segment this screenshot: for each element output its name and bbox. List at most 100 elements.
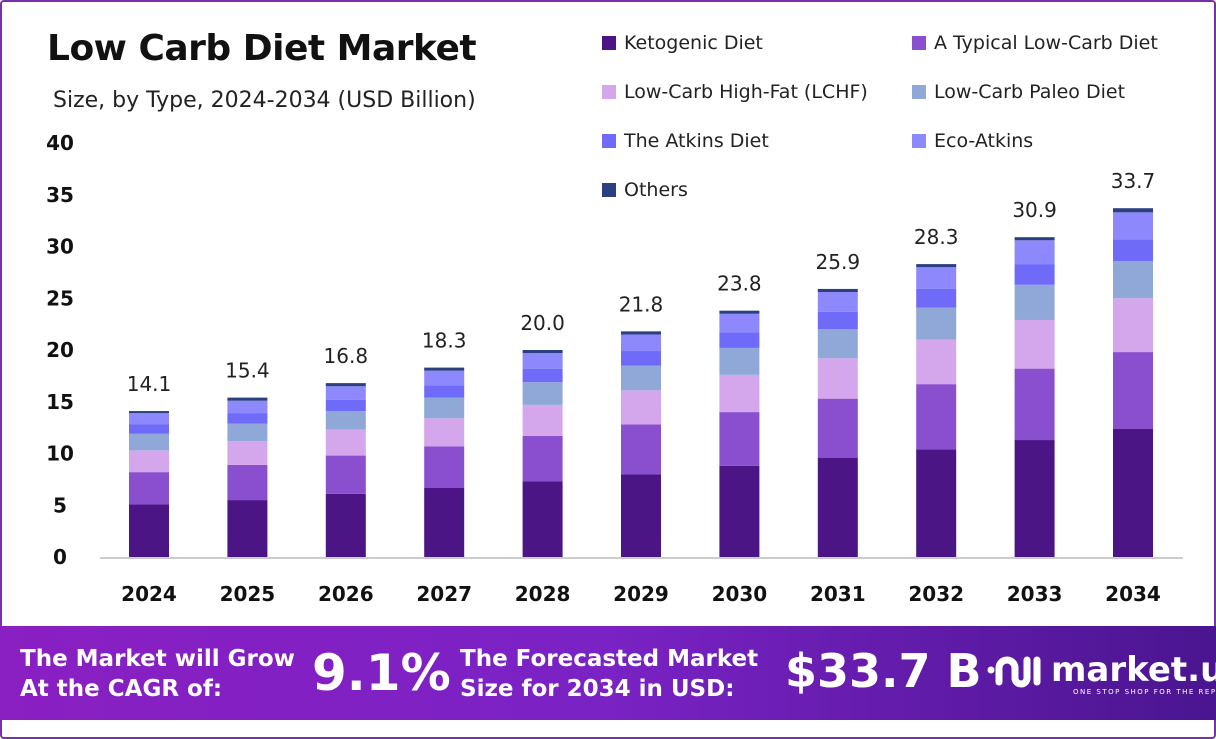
bar-segment-a-typical-low-carb-diet: [1014, 368, 1055, 441]
x-tick-label: 2026: [318, 582, 374, 606]
bar-segment-eco-atkins: [227, 400, 268, 414]
legend-label: Eco-Atkins: [934, 130, 1034, 152]
legend-label: Others: [624, 179, 688, 201]
bar-segment-ketogenic-diet: [424, 487, 465, 557]
bar-segment-a-typical-low-carb-diet: [522, 435, 563, 482]
legend-label: A Typical Low-Carb Diet: [934, 32, 1158, 54]
bar-segment-the-atkins-diet: [719, 332, 760, 348]
bar-segment-ketogenic-diet: [719, 465, 760, 557]
bar-segment-eco-atkins: [916, 267, 957, 289]
bar-segment-ketogenic-diet: [817, 457, 858, 557]
x-tick-label: 2034: [1105, 582, 1161, 606]
bar-segment-low-carb-high-fat-lchf-: [1014, 319, 1055, 369]
y-tick-label: 10: [46, 442, 74, 466]
bar-segment-others: [621, 331, 661, 335]
brand-tagline: ONE STOP SHOP FOR THE REPORTS: [1073, 688, 1216, 696]
bar-segment-ketogenic-diet: [522, 481, 563, 557]
bar-segment-ketogenic-diet: [227, 500, 268, 557]
bar-segment-low-carb-high-fat-lchf-: [817, 358, 858, 399]
cagr-value: 9.1%: [312, 644, 451, 702]
legend-item: Ketogenic Diet: [602, 32, 763, 54]
legend-swatch: [602, 134, 616, 148]
brand-name: market.us: [1051, 650, 1216, 690]
summary-banner: The Market will Grow At the CAGR of: 9.1…: [0, 626, 1216, 720]
y-tick-label: 35: [46, 183, 74, 207]
bar-segment-the-atkins-diet: [522, 368, 563, 383]
bar-segment-others: [916, 264, 957, 268]
cagr-label: The Market will Grow At the CAGR of:: [20, 646, 295, 702]
bar-segment-a-typical-low-carb-diet: [817, 398, 858, 458]
bar-segment-eco-atkins: [719, 313, 760, 333]
total-label: 20.0: [520, 311, 565, 335]
bar-segment-eco-atkins: [621, 334, 661, 352]
legend-swatch: [602, 183, 616, 197]
bar-segment-a-typical-low-carb-diet: [621, 424, 661, 475]
bar-segment-a-typical-low-carb-diet: [1113, 352, 1153, 429]
legend-swatch: [912, 85, 926, 99]
legend-item: Low-Carb High-Fat (LCHF): [602, 81, 868, 103]
bar-segment-the-atkins-diet: [424, 385, 465, 398]
legend-item: Eco-Atkins: [912, 130, 1033, 152]
chart-title: Low Carb Diet Market: [47, 28, 477, 69]
bar-segment-low-carb-high-fat-lchf-: [916, 339, 957, 385]
legend-label: Ketogenic Diet: [624, 32, 763, 54]
bar-segment-a-typical-low-carb-diet: [325, 455, 366, 494]
x-tick-label: 2029: [613, 582, 669, 606]
bar-segment-eco-atkins: [1113, 212, 1153, 240]
bar-segment-ketogenic-diet: [621, 474, 661, 557]
bar-segment-the-atkins-diet: [621, 351, 661, 366]
legend-item: Others: [602, 179, 688, 201]
bar-segment-the-atkins-diet: [129, 424, 169, 434]
bar-segment-a-typical-low-carb-diet: [129, 472, 169, 505]
y-tick-label: 30: [46, 235, 74, 259]
total-label: 18.3: [422, 329, 467, 353]
total-label: 30.9: [1012, 198, 1057, 222]
x-tick-label: 2024: [121, 582, 177, 606]
bar-segment-low-carb-paleo-diet: [621, 365, 661, 391]
bar-segment-the-atkins-diet: [325, 399, 366, 412]
bar-segment-eco-atkins: [325, 386, 366, 400]
bar-segment-low-carb-high-fat-lchf-: [522, 404, 563, 436]
total-label: 25.9: [816, 250, 861, 274]
bar-segment-low-carb-paleo-diet: [325, 411, 366, 430]
bar-segment-others: [1113, 208, 1153, 213]
y-tick-label: 5: [53, 493, 67, 517]
bar-segment-the-atkins-diet: [227, 413, 268, 424]
bar-segment-others: [129, 411, 169, 414]
legend-swatch: [912, 36, 926, 50]
bar-segment-low-carb-high-fat-lchf-: [227, 441, 268, 465]
total-label: 33.7: [1111, 169, 1156, 193]
bar-segment-a-typical-low-carb-diet: [424, 446, 465, 488]
legend-swatch: [602, 36, 616, 50]
brand-logo-icon: [987, 656, 1041, 688]
x-tick-label: 2025: [220, 582, 276, 606]
total-label: 23.8: [717, 272, 762, 296]
bar-segment-ketogenic-diet: [129, 504, 169, 557]
total-label: 28.3: [914, 225, 959, 249]
bar-segment-low-carb-paleo-diet: [719, 347, 760, 375]
bar-segment-a-typical-low-carb-diet: [227, 464, 268, 501]
bar-segment-eco-atkins: [424, 370, 465, 386]
forecast-label: The Forecasted Market Size for 2034 in U…: [460, 646, 759, 702]
bar-segment-ketogenic-diet: [325, 493, 366, 557]
y-tick-label: 20: [46, 338, 74, 362]
x-tick-label: 2027: [416, 582, 472, 606]
bar-segment-the-atkins-diet: [1113, 239, 1153, 261]
bar-segment-the-atkins-diet: [916, 288, 957, 308]
bar-segment-low-carb-paleo-diet: [1014, 284, 1055, 320]
x-tick-label: 2032: [908, 582, 964, 606]
bar-segment-ketogenic-diet: [1014, 440, 1055, 557]
brand-logo: market.us ONE STOP SHOP FOR THE REPORTS: [985, 648, 1216, 696]
bar-segment-others: [719, 310, 760, 314]
chart-subtitle: Size, by Type, 2024-2034 (USD Billion): [53, 88, 476, 113]
x-tick-label: 2030: [712, 582, 768, 606]
legend-label: Low-Carb Paleo Diet: [934, 81, 1126, 103]
bar-segment-low-carb-paleo-diet: [817, 329, 858, 359]
bar-segment-others: [522, 350, 563, 354]
bar-segment-low-carb-high-fat-lchf-: [1113, 298, 1153, 353]
bar-segment-eco-atkins: [1014, 240, 1055, 265]
legend-label: Low-Carb High-Fat (LCHF): [624, 81, 868, 103]
bar-segment-eco-atkins: [817, 292, 858, 312]
bar-segment-others: [424, 367, 465, 371]
